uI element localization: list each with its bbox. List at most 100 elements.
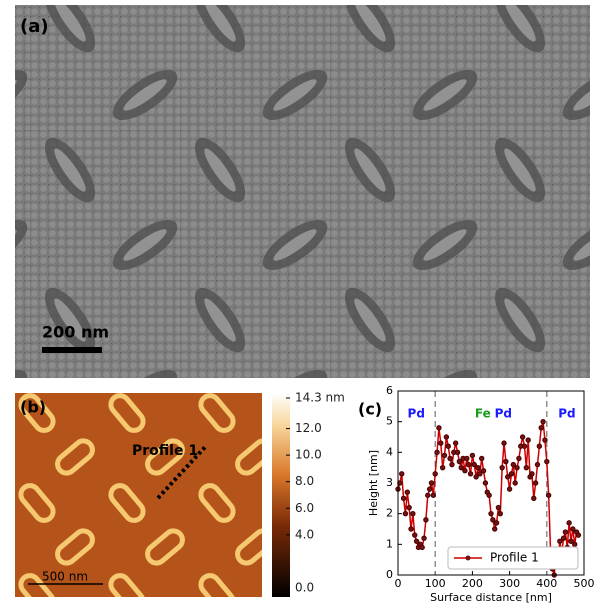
- profile-point: [454, 449, 461, 456]
- profile-point: [540, 418, 546, 425]
- profile-point: [575, 532, 582, 538]
- profile-point: [505, 474, 511, 480]
- panel-label: (c): [358, 400, 382, 419]
- scale-bar: [42, 347, 102, 353]
- profile-point: [404, 489, 410, 495]
- profile-point: [432, 471, 438, 477]
- profile-point: [477, 471, 483, 477]
- profile-point: [501, 440, 507, 446]
- profile-point: [439, 464, 446, 471]
- region-label: Pd: [495, 407, 512, 421]
- profile-point: [410, 510, 416, 517]
- y-tick-label: 3: [386, 476, 393, 489]
- scale-bar-label: 500 nm: [42, 570, 88, 584]
- colorbar-tick-label: 4.0: [295, 527, 314, 541]
- profile-point: [514, 464, 520, 471]
- x-tick-label: 0: [395, 577, 402, 590]
- profile-point: [399, 471, 405, 477]
- profile-point: [413, 538, 420, 544]
- afm-image: [15, 393, 262, 597]
- profile-point: [532, 480, 539, 486]
- x-tick-label: 500: [574, 577, 595, 590]
- profile-point: [492, 526, 498, 532]
- region-label: Fe: [475, 407, 491, 421]
- profile-point: [443, 434, 450, 440]
- profile-point: [467, 471, 474, 477]
- profile-point: [523, 464, 530, 471]
- colorbar-tick-label: 12.0: [295, 421, 322, 435]
- profile-point: [464, 455, 470, 462]
- profile-label: Profile 1: [132, 443, 198, 459]
- profile-point: [560, 535, 567, 541]
- profile-point: [488, 510, 494, 517]
- profile-point: [471, 461, 477, 468]
- profile-point: [506, 486, 513, 492]
- x-tick-label: 100: [425, 577, 446, 590]
- profile-point: [566, 520, 572, 526]
- x-tick-label: 300: [499, 577, 520, 590]
- profile-point: [408, 526, 414, 532]
- panel-label: (b): [20, 398, 46, 417]
- profile-point: [469, 452, 476, 459]
- y-tick-label: 2: [386, 507, 393, 520]
- y-tick-label: 4: [386, 445, 393, 458]
- panel-label: (a): [20, 16, 49, 37]
- y-tick-label: 0: [386, 568, 393, 581]
- legend-marker: [465, 555, 471, 561]
- colorbar-tick-label: 10.0: [295, 448, 322, 462]
- profile-point: [436, 425, 442, 431]
- x-tick-label: 400: [536, 577, 557, 590]
- profile-point: [542, 437, 548, 443]
- profile-point: [462, 468, 468, 474]
- profile-point: [508, 471, 515, 477]
- profile-point: [545, 492, 552, 498]
- profile-point: [430, 492, 437, 498]
- profile-point: [510, 461, 517, 468]
- colorbar: [272, 393, 290, 597]
- profile-point: [568, 538, 574, 544]
- profile-point: [572, 541, 578, 548]
- profile-point: [445, 443, 451, 449]
- profile-point: [497, 510, 503, 517]
- profile-point: [516, 455, 522, 462]
- profile-point: [570, 526, 576, 532]
- profile-point: [452, 440, 459, 446]
- profile-point: [482, 480, 489, 486]
- plot-frame: [397, 390, 585, 576]
- profile-point: [402, 510, 409, 517]
- profile-point: [486, 492, 492, 498]
- profile-point: [534, 461, 541, 468]
- y-axis-label: Height [nm]: [367, 450, 380, 516]
- profile-plot: (c) Height [nm] Surface distance [nm] 0 100 2…: [358, 384, 595, 604]
- profile-point: [426, 486, 433, 492]
- colorbar-tick-label: 8.0: [295, 474, 314, 488]
- region-label: Pd: [408, 407, 425, 421]
- profile-point: [428, 480, 435, 486]
- profile-point: [480, 468, 487, 474]
- colorbar-tick-label: 14.3 nm: [295, 391, 345, 405]
- profile-point: [434, 449, 440, 456]
- y-tick-label: 1: [386, 537, 393, 550]
- colorbar-tick-label: 0.0: [295, 581, 314, 595]
- profile-point: [536, 443, 543, 449]
- x-tick-label: 200: [462, 577, 483, 590]
- profile-point: [557, 538, 563, 544]
- profile-point: [441, 452, 448, 459]
- scale-bar-label: 200 nm: [42, 323, 109, 342]
- profile-point: [531, 495, 537, 502]
- profile-point: [412, 532, 418, 538]
- profile-point: [499, 464, 505, 471]
- profile-point: [423, 517, 429, 523]
- profile-point: [475, 464, 481, 471]
- legend-label: Profile 1: [490, 551, 539, 565]
- profile-point: [562, 529, 569, 535]
- region-label: Pd: [558, 407, 575, 421]
- profile-point: [419, 544, 425, 551]
- profile-point: [529, 471, 535, 477]
- sem-image: [15, 5, 590, 378]
- profile-point: [458, 464, 464, 471]
- profile-point: [447, 455, 453, 462]
- profile-point: [425, 492, 431, 498]
- profile-point: [449, 461, 455, 468]
